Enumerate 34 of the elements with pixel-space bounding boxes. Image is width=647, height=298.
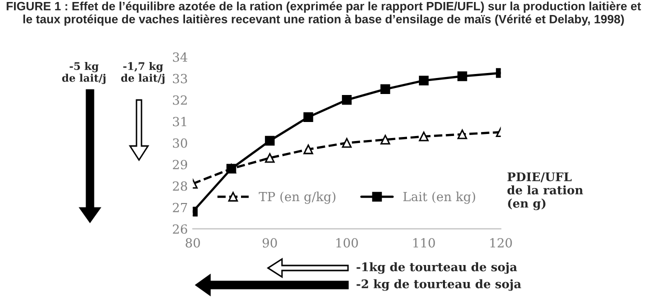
point — [457, 129, 468, 140]
y-tick-label: 28 — [172, 181, 188, 191]
point — [303, 112, 314, 122]
legend-label: Lait (en kg) — [403, 192, 476, 204]
point — [342, 138, 352, 148]
x-tick-label: 90 — [262, 238, 277, 248]
y-tick-label: 32 — [172, 95, 187, 105]
x-tick-label: 100 — [336, 238, 358, 248]
x-tick-label: 110 — [413, 238, 435, 248]
y-tick-label: 31 — [172, 116, 186, 126]
point — [342, 95, 352, 105]
y-tick-label: 27 — [172, 202, 188, 212]
point — [303, 144, 314, 154]
y-tick-label: 34 — [172, 52, 188, 62]
point — [264, 153, 275, 163]
y-tick-label: 29 — [172, 160, 188, 170]
x-tick-label: 80 — [186, 238, 200, 248]
text: -2 kg de tourteau de soja — [356, 279, 522, 291]
point — [380, 134, 390, 145]
point — [264, 136, 275, 146]
chart-title: FIGURE 1 : Effet de l’équilibre azotée de la ration (exprimée par le rapport PDIE/UFL) sur la production laitière et le taux protéique de vaches laitières recevant une ration à base d’ensilage de maïs (Vérité et Delaby, 1998) — [6, 1, 641, 26]
point — [380, 84, 390, 94]
x-tick-label: 120 — [490, 238, 512, 248]
text: -1,7 kg de lait/j — [121, 62, 164, 84]
x-axis-title: PDIE/UFL de la ration (en g) — [507, 172, 584, 210]
y-tick-label: 30 — [172, 138, 188, 148]
text: -5 kg de lait/j — [62, 62, 106, 84]
point — [418, 76, 429, 86]
point — [418, 132, 429, 142]
y-tick-label: 33 — [172, 74, 188, 84]
point — [457, 71, 468, 82]
legend-label: TP (en g/kg) — [258, 192, 336, 204]
y-tick-label: 26 — [172, 224, 188, 234]
text: -1kg de tourteau de soja — [356, 262, 518, 274]
